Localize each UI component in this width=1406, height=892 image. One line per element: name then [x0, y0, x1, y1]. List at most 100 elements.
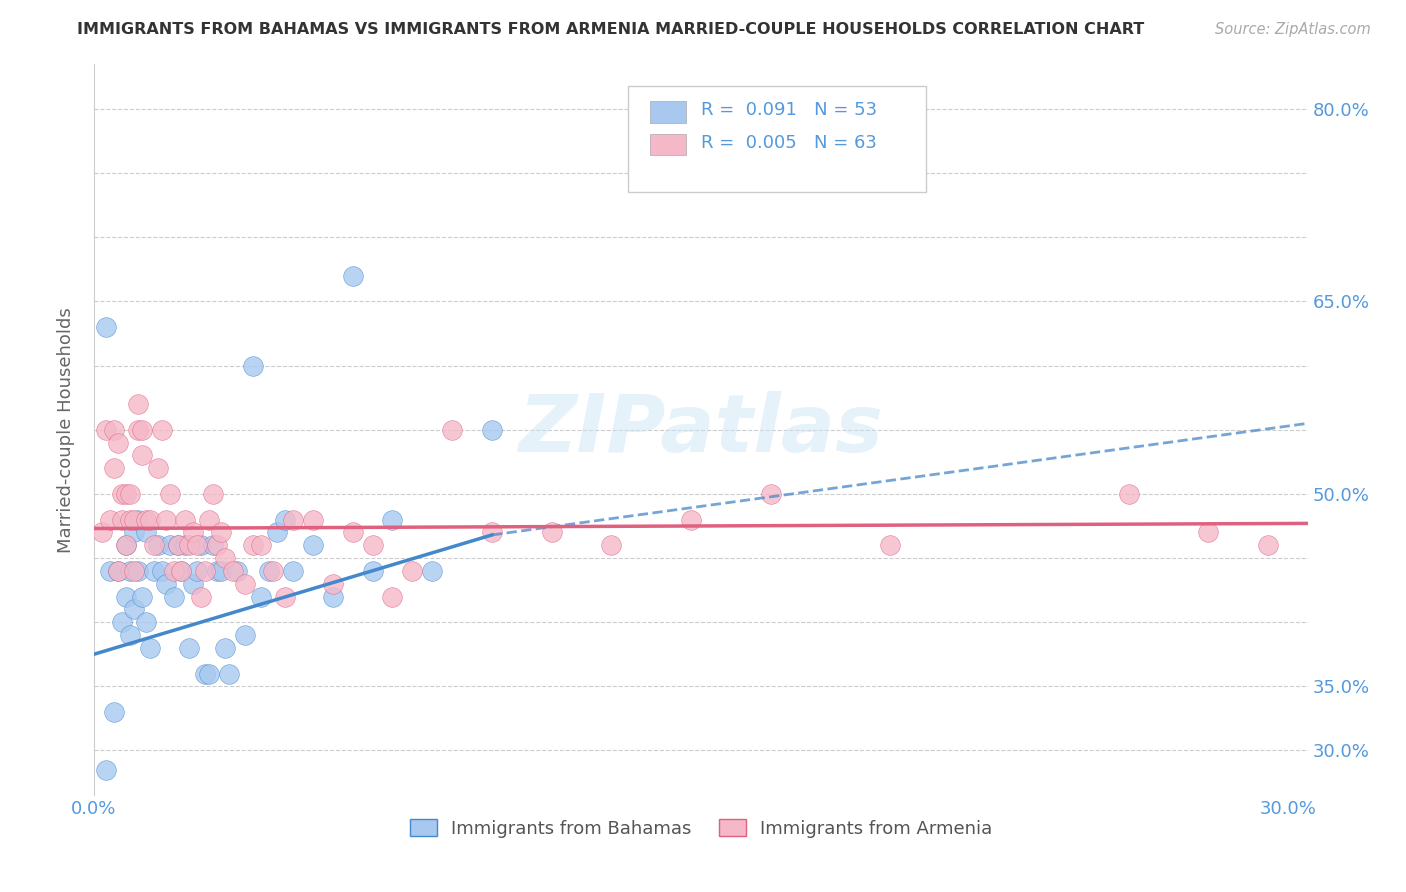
Point	[194, 564, 217, 578]
Point	[190, 538, 212, 552]
Point	[111, 615, 134, 630]
Point	[242, 538, 264, 552]
Point	[94, 423, 117, 437]
FancyBboxPatch shape	[628, 86, 925, 192]
Point	[209, 525, 232, 540]
Point	[202, 487, 225, 501]
Point	[266, 525, 288, 540]
FancyBboxPatch shape	[650, 101, 686, 122]
Point	[166, 538, 188, 552]
Point	[257, 564, 280, 578]
Point	[127, 423, 149, 437]
Point	[114, 590, 136, 604]
Point	[1118, 487, 1140, 501]
Point	[155, 512, 177, 526]
Point	[381, 512, 404, 526]
Point	[600, 538, 623, 552]
Point	[131, 590, 153, 604]
Point	[202, 538, 225, 552]
Point	[131, 449, 153, 463]
Point	[170, 564, 193, 578]
Point	[183, 525, 205, 540]
Point	[159, 538, 181, 552]
Point	[118, 487, 141, 501]
Point	[122, 564, 145, 578]
FancyBboxPatch shape	[650, 134, 686, 155]
Text: R =  0.091   N = 53: R = 0.091 N = 53	[702, 101, 877, 120]
Point	[146, 538, 169, 552]
Point	[114, 538, 136, 552]
Point	[138, 640, 160, 655]
Point	[103, 461, 125, 475]
Point	[122, 525, 145, 540]
Point	[142, 538, 165, 552]
Point	[361, 538, 384, 552]
Point	[150, 564, 173, 578]
Point	[118, 564, 141, 578]
Text: R =  0.005   N = 63: R = 0.005 N = 63	[702, 134, 877, 152]
Point	[214, 551, 236, 566]
Point	[250, 590, 273, 604]
Point	[250, 538, 273, 552]
Point	[122, 602, 145, 616]
Point	[146, 461, 169, 475]
Point	[233, 628, 256, 642]
Text: ZIPatlas: ZIPatlas	[519, 391, 883, 468]
Point	[131, 423, 153, 437]
Point	[262, 564, 284, 578]
Point	[98, 564, 121, 578]
Point	[174, 512, 197, 526]
Point	[281, 512, 304, 526]
Point	[142, 564, 165, 578]
Point	[322, 590, 344, 604]
Point	[207, 538, 229, 552]
Point	[381, 590, 404, 604]
Point	[162, 590, 184, 604]
Point	[111, 487, 134, 501]
Point	[214, 640, 236, 655]
Text: IMMIGRANTS FROM BAHAMAS VS IMMIGRANTS FROM ARMENIA MARRIED-COUPLE HOUSEHOLDS COR: IMMIGRANTS FROM BAHAMAS VS IMMIGRANTS FR…	[77, 22, 1144, 37]
Point	[155, 576, 177, 591]
Point	[135, 525, 157, 540]
Point	[159, 487, 181, 501]
Legend: Immigrants from Bahamas, Immigrants from Armenia: Immigrants from Bahamas, Immigrants from…	[402, 813, 1000, 845]
Point	[342, 525, 364, 540]
Point	[242, 359, 264, 373]
Point	[207, 564, 229, 578]
Y-axis label: Married-couple Households: Married-couple Households	[58, 307, 75, 553]
Point	[150, 423, 173, 437]
Point	[166, 538, 188, 552]
Point	[190, 590, 212, 604]
Point	[127, 397, 149, 411]
Text: Source: ZipAtlas.com: Source: ZipAtlas.com	[1215, 22, 1371, 37]
Point	[107, 564, 129, 578]
Point	[118, 512, 141, 526]
Point	[107, 435, 129, 450]
Point	[94, 320, 117, 334]
Point	[118, 628, 141, 642]
Point	[135, 512, 157, 526]
Point	[481, 423, 503, 437]
Point	[107, 564, 129, 578]
Point	[179, 538, 201, 552]
Point	[540, 525, 562, 540]
Point	[98, 512, 121, 526]
Point	[274, 512, 297, 526]
Point	[94, 763, 117, 777]
Point	[103, 423, 125, 437]
Point	[179, 640, 201, 655]
Point	[103, 705, 125, 719]
Point	[481, 525, 503, 540]
Point	[420, 564, 443, 578]
Point	[361, 564, 384, 578]
Point	[302, 512, 325, 526]
Point	[879, 538, 901, 552]
Point	[198, 512, 221, 526]
Point	[186, 538, 208, 552]
Point	[281, 564, 304, 578]
Point	[233, 576, 256, 591]
Point	[759, 487, 782, 501]
Point	[274, 590, 297, 604]
Point	[170, 564, 193, 578]
Point	[1197, 525, 1219, 540]
